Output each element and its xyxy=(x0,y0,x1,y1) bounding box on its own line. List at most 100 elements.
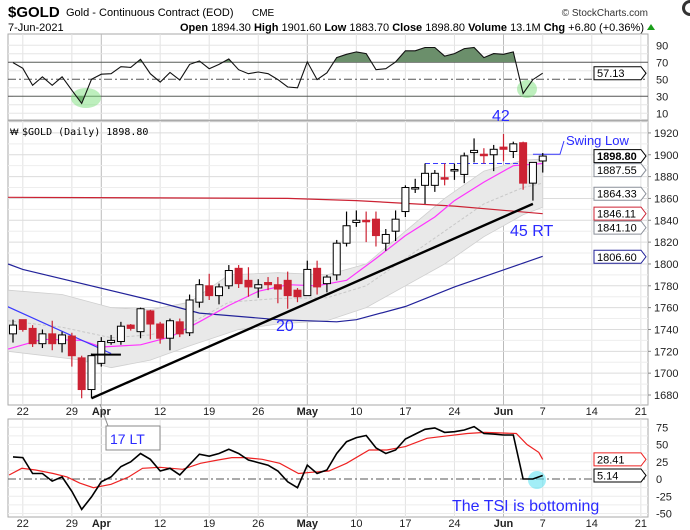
chart-symbol: $GOLD xyxy=(8,4,60,21)
price-value-tag: 1846.11 xyxy=(593,206,647,221)
candle xyxy=(489,144,498,172)
candle xyxy=(165,318,174,351)
open-label: Open xyxy=(180,22,208,34)
x-tick-label: 7 xyxy=(540,406,546,418)
price-y-tick: 1700 xyxy=(654,368,678,380)
candle-body xyxy=(519,142,528,184)
candle xyxy=(126,324,135,331)
volume-label: Volume xyxy=(468,22,507,34)
x-tick-label: 21 xyxy=(635,406,647,418)
annotation-42: 42 xyxy=(492,108,510,125)
candle-body xyxy=(165,320,174,339)
candle xyxy=(9,319,17,343)
x-tick-label: 14 xyxy=(586,518,598,530)
candle xyxy=(293,287,302,303)
rsi-low-highlight xyxy=(517,80,537,98)
value-tag-box xyxy=(593,66,647,81)
candle-body xyxy=(67,335,76,357)
chart-instrument-name: Gold - Continuous Contract (EOD) xyxy=(66,7,234,19)
candle-body xyxy=(391,218,400,232)
candle xyxy=(479,148,488,164)
candle-body xyxy=(352,219,361,223)
candle xyxy=(175,318,184,338)
value-tag-text: 1806.60 xyxy=(597,252,637,264)
candle xyxy=(440,163,449,186)
candle xyxy=(205,273,214,300)
candle xyxy=(421,163,430,204)
logo-icon[interactable] xyxy=(682,0,690,16)
value-tag-text: 1846.11 xyxy=(597,209,636,221)
rsi-line xyxy=(12,46,544,105)
candle xyxy=(499,134,508,162)
price-y-tick: 1740 xyxy=(654,324,678,336)
candle xyxy=(450,163,459,180)
value-tag-text: 28.41 xyxy=(597,454,625,466)
open-value: 1894.30 xyxy=(211,22,251,34)
candle-body xyxy=(322,276,331,285)
candle-body xyxy=(48,333,57,345)
moving-average-mid xyxy=(8,255,543,323)
candle xyxy=(391,210,400,242)
value-tag-text: 1887.55 xyxy=(597,165,637,177)
candle xyxy=(362,211,371,243)
x-tick-label: 12 xyxy=(154,518,166,530)
tsi-value-tag: 5.14 xyxy=(593,468,647,483)
candle-body xyxy=(254,284,263,289)
high-label: High xyxy=(254,22,279,34)
candle xyxy=(519,141,528,190)
x-tick-label: May xyxy=(297,406,319,418)
x-tick-label: Jun xyxy=(494,406,514,418)
candle xyxy=(283,271,292,309)
candle-body xyxy=(185,299,194,334)
value-tag-box xyxy=(593,220,647,235)
copyright[interactable]: © StockCharts.com xyxy=(562,8,648,19)
candle xyxy=(18,319,27,332)
candle-body xyxy=(136,308,145,333)
volume-value: 13.1M xyxy=(510,22,541,34)
candle xyxy=(97,337,106,367)
x-tick-label: May xyxy=(297,518,319,530)
x-tick-label: 29 xyxy=(66,518,78,530)
price-value-tag: 1864.33 xyxy=(593,186,647,201)
candle xyxy=(352,210,361,227)
tsi-y-tick: -50 xyxy=(656,509,672,521)
candle xyxy=(28,325,37,347)
candle-body xyxy=(479,153,488,157)
price-legend: ₩ $GOLD (Daily) 1898.80 xyxy=(10,127,148,138)
price-y-tick: 1900 xyxy=(654,150,678,162)
price-y-tick: 1840 xyxy=(654,215,678,227)
candle-body xyxy=(313,267,322,288)
annotation-swing-low: Swing Low xyxy=(566,133,629,148)
candle xyxy=(156,321,165,344)
x-tick-label: Jun xyxy=(494,518,514,530)
candle xyxy=(430,170,439,192)
candle xyxy=(87,353,96,399)
tsi-line xyxy=(12,425,543,511)
tsi-y-tick: 75 xyxy=(656,422,668,434)
candle xyxy=(67,332,76,367)
candle-body xyxy=(87,355,96,391)
candle-body xyxy=(430,172,439,186)
candle-body xyxy=(215,286,224,297)
value-tag-box xyxy=(593,186,647,201)
candle-body xyxy=(264,282,273,286)
value-tag-box xyxy=(593,249,647,264)
tsi-signal-tag: 28.41 xyxy=(593,452,647,467)
candle xyxy=(116,321,125,345)
low-label: Low xyxy=(324,22,346,34)
value-tag-box xyxy=(593,206,647,221)
x-tick-label: 22 xyxy=(17,406,29,418)
tsi-y-tick: 25 xyxy=(656,457,668,469)
tsi-bottom-highlight xyxy=(528,471,546,489)
candle xyxy=(215,283,224,305)
x-tick-label: 10 xyxy=(350,406,362,418)
swing-low-pointer-line xyxy=(532,140,565,155)
candle-body xyxy=(234,267,243,285)
candle-body xyxy=(362,219,371,223)
candle-body xyxy=(58,334,67,345)
candle xyxy=(146,309,155,340)
tsi-y-tick: 0 xyxy=(656,474,662,486)
rsi-frame xyxy=(7,33,649,121)
chg-value: +6.80 (+0.36%) xyxy=(568,22,644,34)
